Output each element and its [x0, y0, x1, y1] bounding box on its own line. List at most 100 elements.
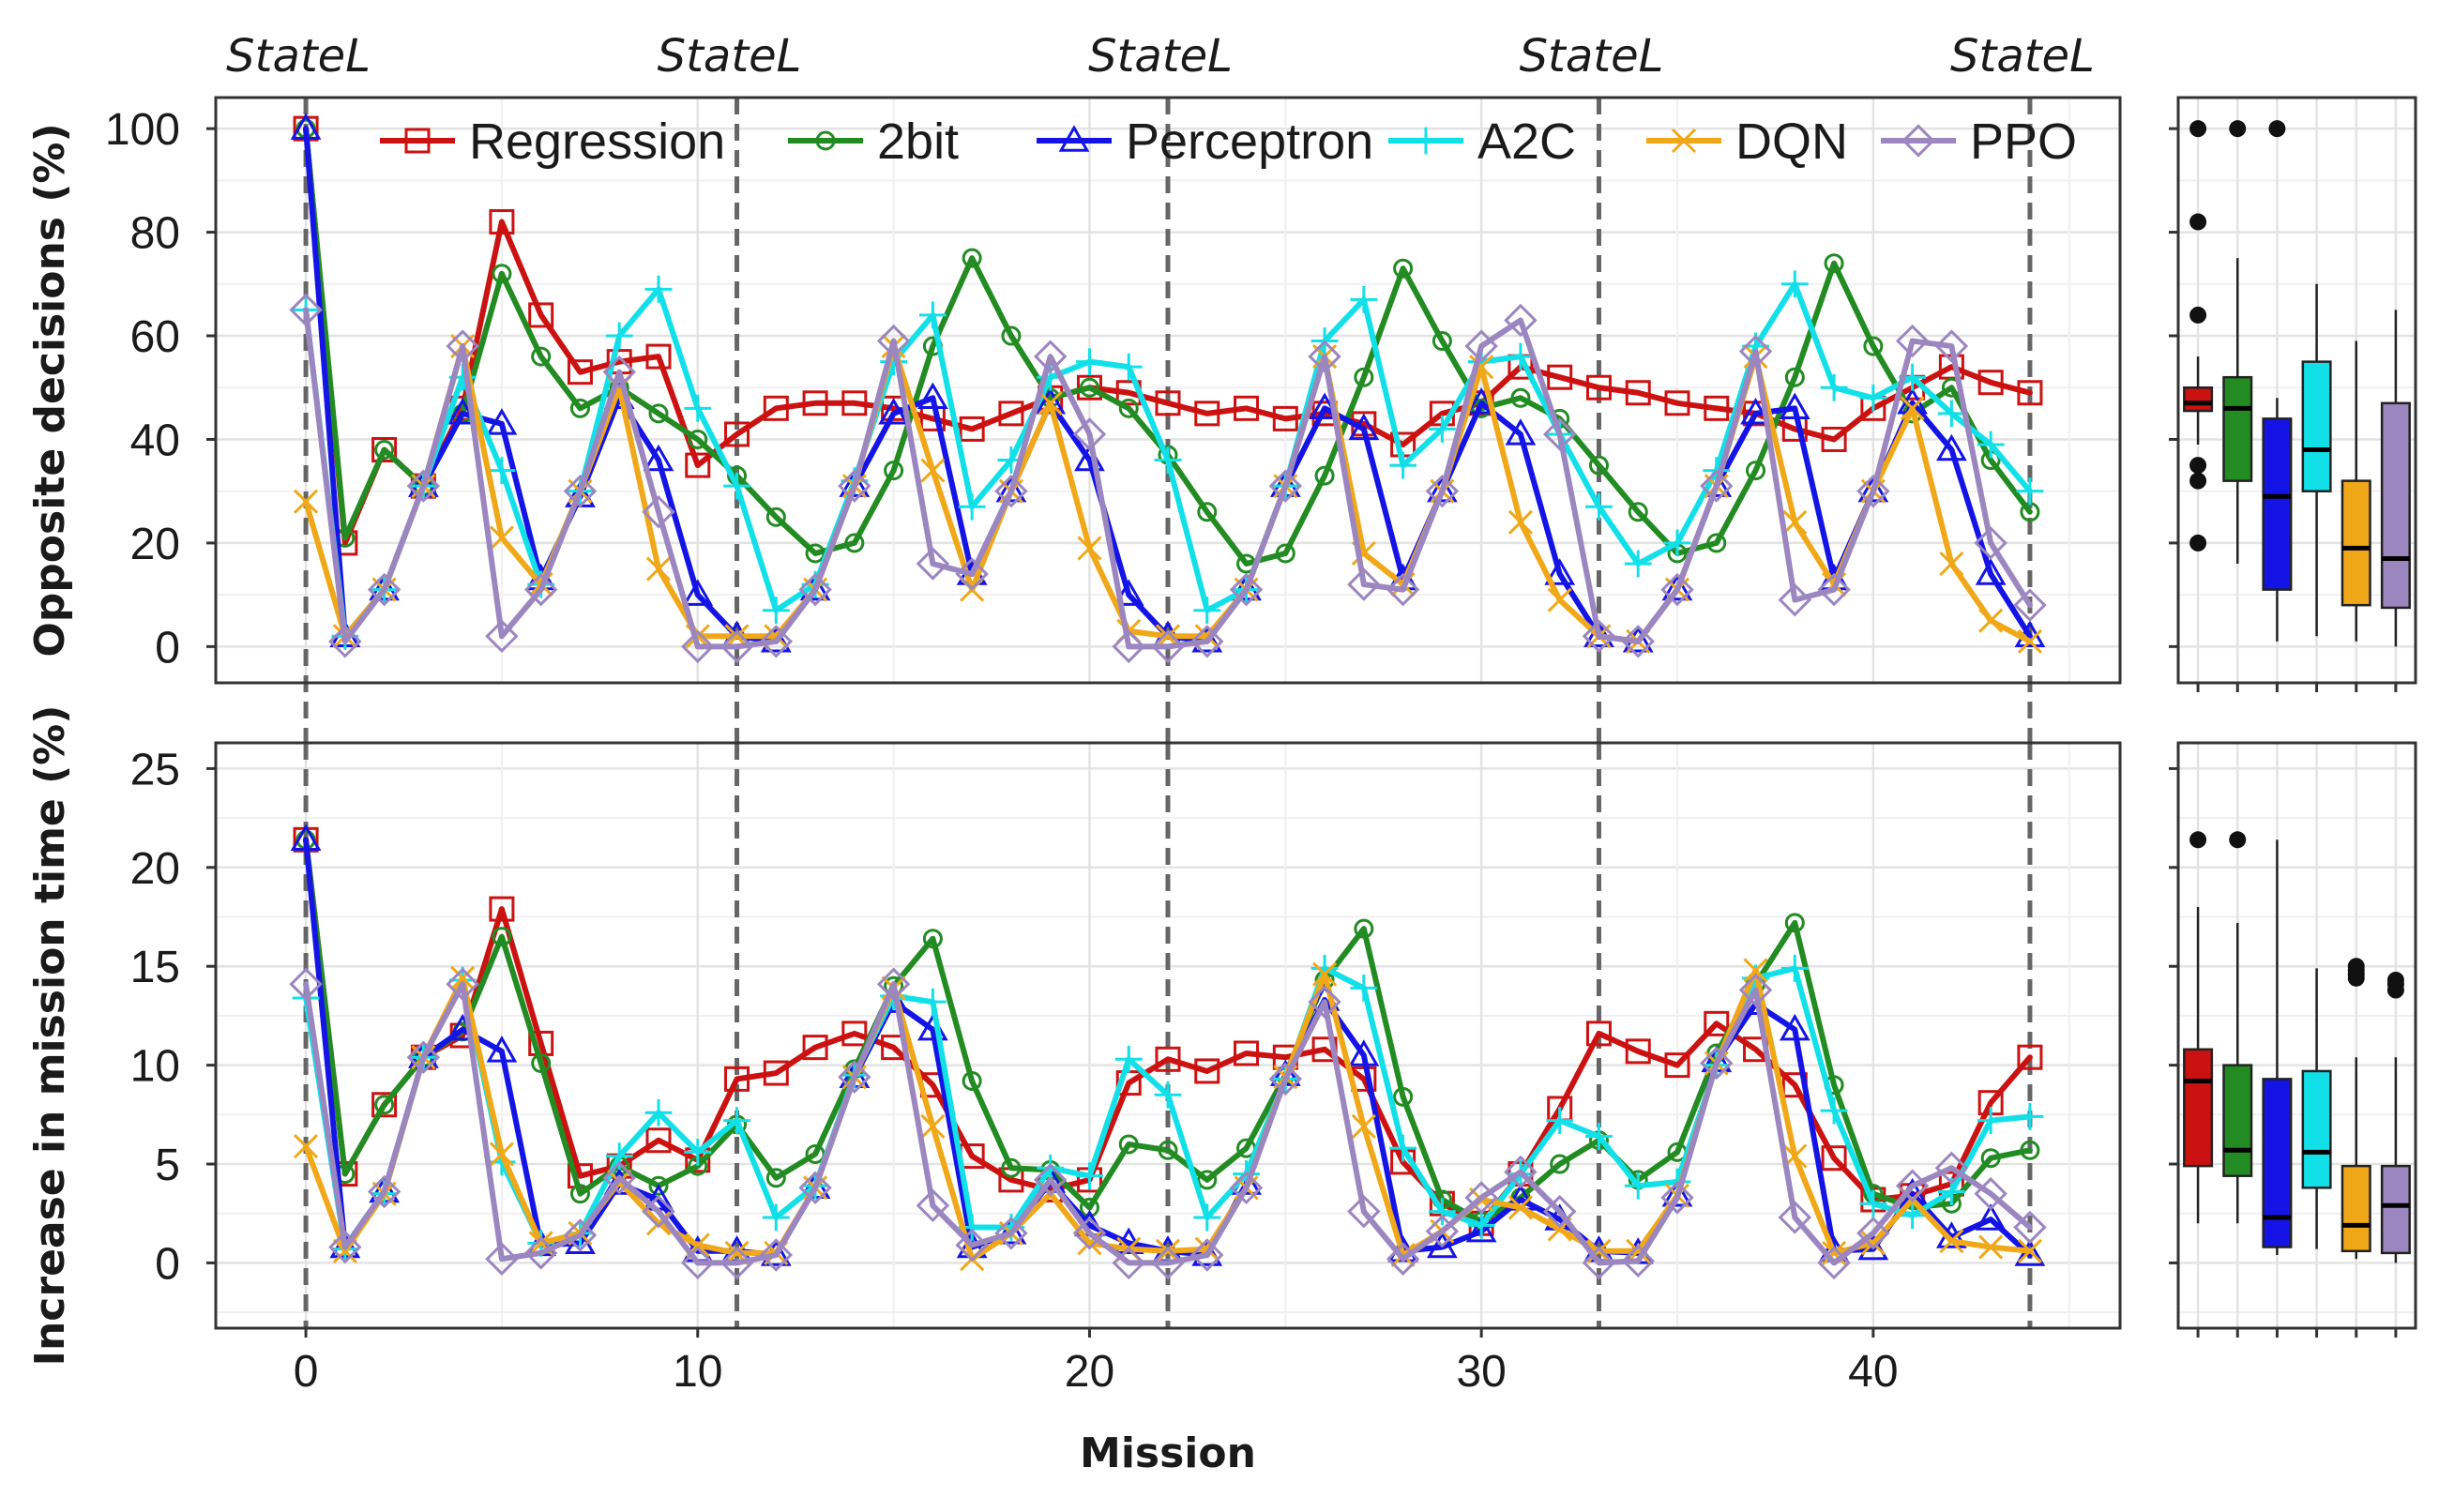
panel2-point-perceptron [290, 824, 322, 851]
panel1-point-ppo [1817, 572, 1851, 607]
panel2-box [2380, 1164, 2411, 1255]
panel1-point-regression [2017, 380, 2043, 406]
panel1-point-regression [528, 302, 554, 328]
panel1-point-ppo [1112, 629, 1145, 664]
panel1-point-perceptron [1857, 475, 1889, 503]
panel1-outlier [2189, 472, 2207, 490]
legend-marker-triangle [1058, 125, 1090, 152]
panel1-point-perceptron [290, 113, 322, 140]
panel1-point-a2c [684, 394, 712, 422]
panel2-box [2222, 1064, 2253, 1177]
panel1-boxplot-regression [2183, 120, 2214, 552]
panel1-box [2380, 401, 2411, 610]
legend-label: 2bit [877, 113, 959, 170]
panel1-point-ppo [1934, 329, 1969, 363]
panel1-point-2bit [844, 533, 865, 553]
panel1-point-regression [1821, 426, 1847, 452]
panel1-point-a2c [1977, 431, 2005, 459]
panel1-point-2bit [1824, 253, 1844, 274]
panel1-point-ppo [1974, 526, 2007, 560]
panel2-point-regression [1821, 1145, 1847, 1172]
panel1-point-a2c [1820, 373, 1848, 401]
panel2-y-tick-label: 20 [130, 844, 180, 894]
panel2-point-a2c [1154, 1081, 1182, 1109]
panel2-point-regression [371, 1092, 398, 1118]
panel2-point-2bit [1980, 1148, 2001, 1169]
panel1-point-ppo [1072, 417, 1107, 451]
panel2-point-perceptron [2014, 1239, 2046, 1266]
panel2-point-ppo [955, 1228, 989, 1263]
panel1-point-2bit [962, 248, 982, 268]
panel2-point-a2c [1546, 1107, 1574, 1135]
panel2-point-a2c [1899, 1202, 1927, 1230]
legend-label: PPO [1970, 113, 2077, 170]
panel1-point-ppo [1033, 340, 1068, 373]
panel2-point-ppo [1464, 1181, 1498, 1215]
panel2-point-a2c [1389, 1134, 1417, 1162]
panel2-point-regression [645, 1127, 672, 1154]
panel1-y-tick-label: 20 [130, 520, 180, 569]
panel2-point-a2c [723, 1107, 750, 1135]
panel2-y-tick-label: 5 [155, 1141, 180, 1190]
panel1-y-tick-label: 0 [155, 623, 180, 673]
panel1-point-ppo [406, 469, 441, 503]
panel1-point-dqn [1900, 396, 1925, 421]
panel1-point-2bit [1118, 398, 1139, 418]
panel2-box [2262, 1078, 2293, 1248]
panel1-point-2bit [1706, 533, 1727, 553]
panel2-point-regression [763, 1060, 789, 1086]
x-tick-label: 40 [1848, 1347, 1898, 1397]
x-axis-title: Mission [1080, 1429, 1256, 1477]
panel1-point-2bit [1510, 387, 1531, 408]
panel1-outlier [2189, 534, 2207, 552]
panel2-point-ppo [720, 1246, 754, 1280]
panel1-point-ppo [1268, 469, 1303, 503]
panel2-boxplot-ppo [2380, 971, 2411, 1263]
panel2-point-2bit [1393, 1086, 1414, 1107]
panel1-point-2bit [492, 264, 512, 284]
panel2-point-2bit [765, 1168, 786, 1188]
panel2-frame [214, 741, 2122, 1330]
panel1-point-ppo [1308, 340, 1341, 373]
panel1-point-a2c [1389, 451, 1417, 479]
panel1-point-ppo [1347, 567, 1381, 601]
panel1-point-ppo [2013, 588, 2047, 622]
panel1-point-2bit [648, 403, 669, 424]
panel2-point-dqn [1939, 1229, 1964, 1254]
panel1-point-2bit [1863, 336, 1884, 356]
panel2-point-dqn [1586, 1238, 1612, 1263]
panel1-point-regression [1977, 370, 2004, 396]
panel2-point-a2c [1585, 1123, 1613, 1150]
panel2-point-2bit [531, 1053, 552, 1074]
panel2-point-ppo [916, 1188, 950, 1223]
panel1-point-ppo [289, 293, 323, 327]
panel2-point-ppo [1229, 1171, 1264, 1205]
panel1-point-ppo [642, 495, 675, 529]
panel2-point-ppo [1738, 973, 1773, 1007]
panel1-point-dqn [645, 556, 672, 582]
panel2-point-regression [841, 1021, 868, 1047]
panel2-point-ppo [1817, 1246, 1851, 1280]
panel1-point-ppo [876, 324, 911, 358]
panel1-point-regression [1155, 390, 1181, 416]
legend-item-dqn: DQN [1646, 113, 1848, 170]
panel1-point-a2c [1663, 529, 1691, 557]
panel2-point-perceptron [1191, 1239, 1223, 1266]
legend-item-a2c: A2C [1388, 113, 1576, 170]
panel1-outlier [2189, 213, 2207, 231]
panel2-boxplot-dqn [2341, 958, 2371, 1260]
panel1-point-ppo [1425, 474, 1460, 508]
panel2-outlier [2189, 831, 2207, 849]
panel2-point-ppo [1268, 1062, 1303, 1096]
panel2-point-2bit [1550, 1154, 1570, 1174]
panel2-point-dqn [1978, 1234, 2004, 1260]
panel1-point-ppo [1229, 572, 1264, 607]
panel2-point-2bit [922, 929, 943, 949]
legend-label: Perceptron [1126, 113, 1373, 170]
panel2-point-ppo [681, 1246, 715, 1280]
panel1-point-regression [645, 343, 672, 370]
panel1-point-2bit [805, 543, 826, 564]
panel1-point-a2c [1859, 384, 1887, 412]
panel1-point-regression [1272, 405, 1298, 431]
